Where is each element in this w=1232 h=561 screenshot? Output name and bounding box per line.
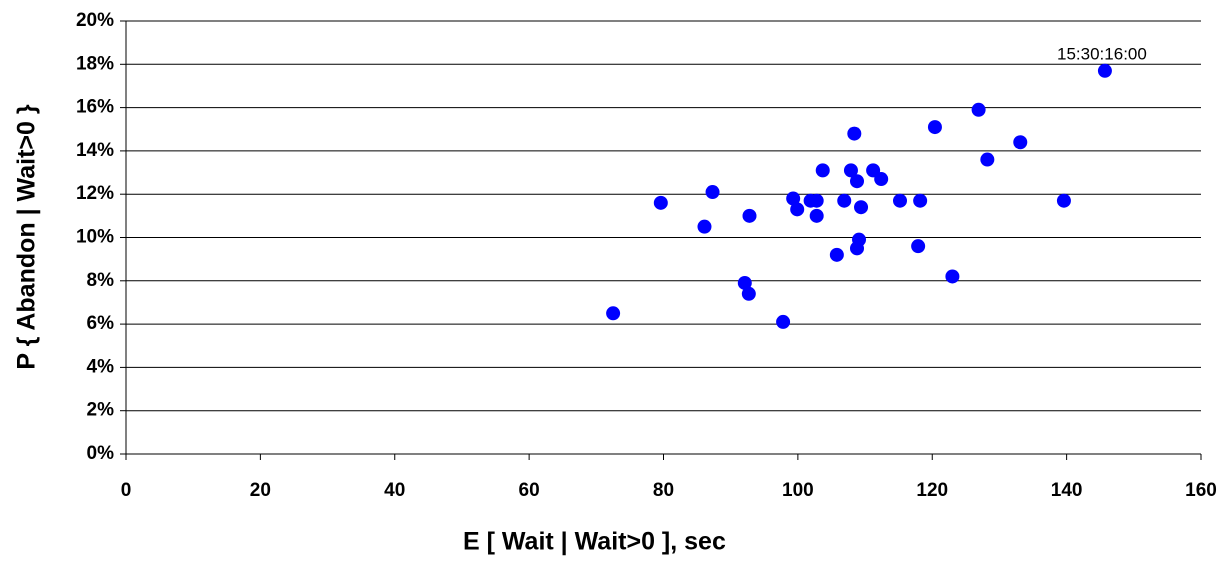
- y-tick-label: 18%: [76, 53, 114, 74]
- point: [847, 126, 862, 141]
- point: [653, 195, 668, 210]
- point: [705, 185, 720, 200]
- x-tick-label: 160: [1185, 480, 1217, 501]
- point: [776, 314, 791, 329]
- y-tick-label: 20%: [76, 10, 114, 31]
- y-tick-label: 8%: [87, 270, 115, 291]
- x-tick-label: 80: [653, 480, 674, 501]
- point: [927, 120, 942, 135]
- point: [854, 200, 869, 215]
- point: [852, 232, 867, 247]
- point: [850, 174, 864, 189]
- point: [606, 306, 621, 321]
- point: [829, 247, 844, 262]
- point: [697, 219, 712, 234]
- point: [911, 239, 926, 254]
- y-axis-title: P { Abandon | Wait>0 }: [13, 104, 41, 369]
- point: [741, 286, 756, 301]
- point: [945, 269, 960, 284]
- x-tick-label: 60: [519, 480, 540, 501]
- point: [1056, 193, 1071, 208]
- y-tick-label: 16%: [76, 97, 114, 118]
- point: [1097, 63, 1112, 78]
- y-tick-label: 6%: [87, 313, 115, 334]
- x-tick-label: 140: [1051, 480, 1083, 501]
- point: [742, 208, 757, 223]
- point: [874, 172, 889, 187]
- y-tick-label: 14%: [76, 140, 114, 161]
- point: [980, 152, 995, 167]
- y-tick-label: 0%: [87, 443, 115, 464]
- point: [893, 193, 907, 208]
- x-tick-label: 0: [121, 480, 132, 501]
- x-tick-label: 40: [384, 480, 405, 501]
- annotation: 15:30:16:00: [1057, 44, 1147, 63]
- point: [737, 275, 752, 290]
- y-tick-label: 4%: [87, 356, 115, 377]
- y-tick-label: 12%: [76, 183, 114, 204]
- point: [837, 193, 852, 208]
- point: [971, 102, 986, 117]
- point: [809, 193, 824, 208]
- x-tick-label: 20: [250, 480, 271, 501]
- point: [786, 191, 801, 206]
- point: [1013, 135, 1028, 150]
- y-tick-label: 2%: [87, 400, 115, 421]
- point: [843, 163, 858, 178]
- x-tick-label: 100: [782, 480, 814, 501]
- point: [815, 163, 830, 178]
- point: [809, 208, 824, 223]
- y-tick-label: 10%: [76, 227, 114, 248]
- point: [790, 202, 805, 217]
- point: [913, 193, 928, 208]
- x-tick-label: 120: [916, 480, 948, 501]
- x-axis-title: E [ Wait | Wait>0 ], sec: [463, 528, 726, 556]
